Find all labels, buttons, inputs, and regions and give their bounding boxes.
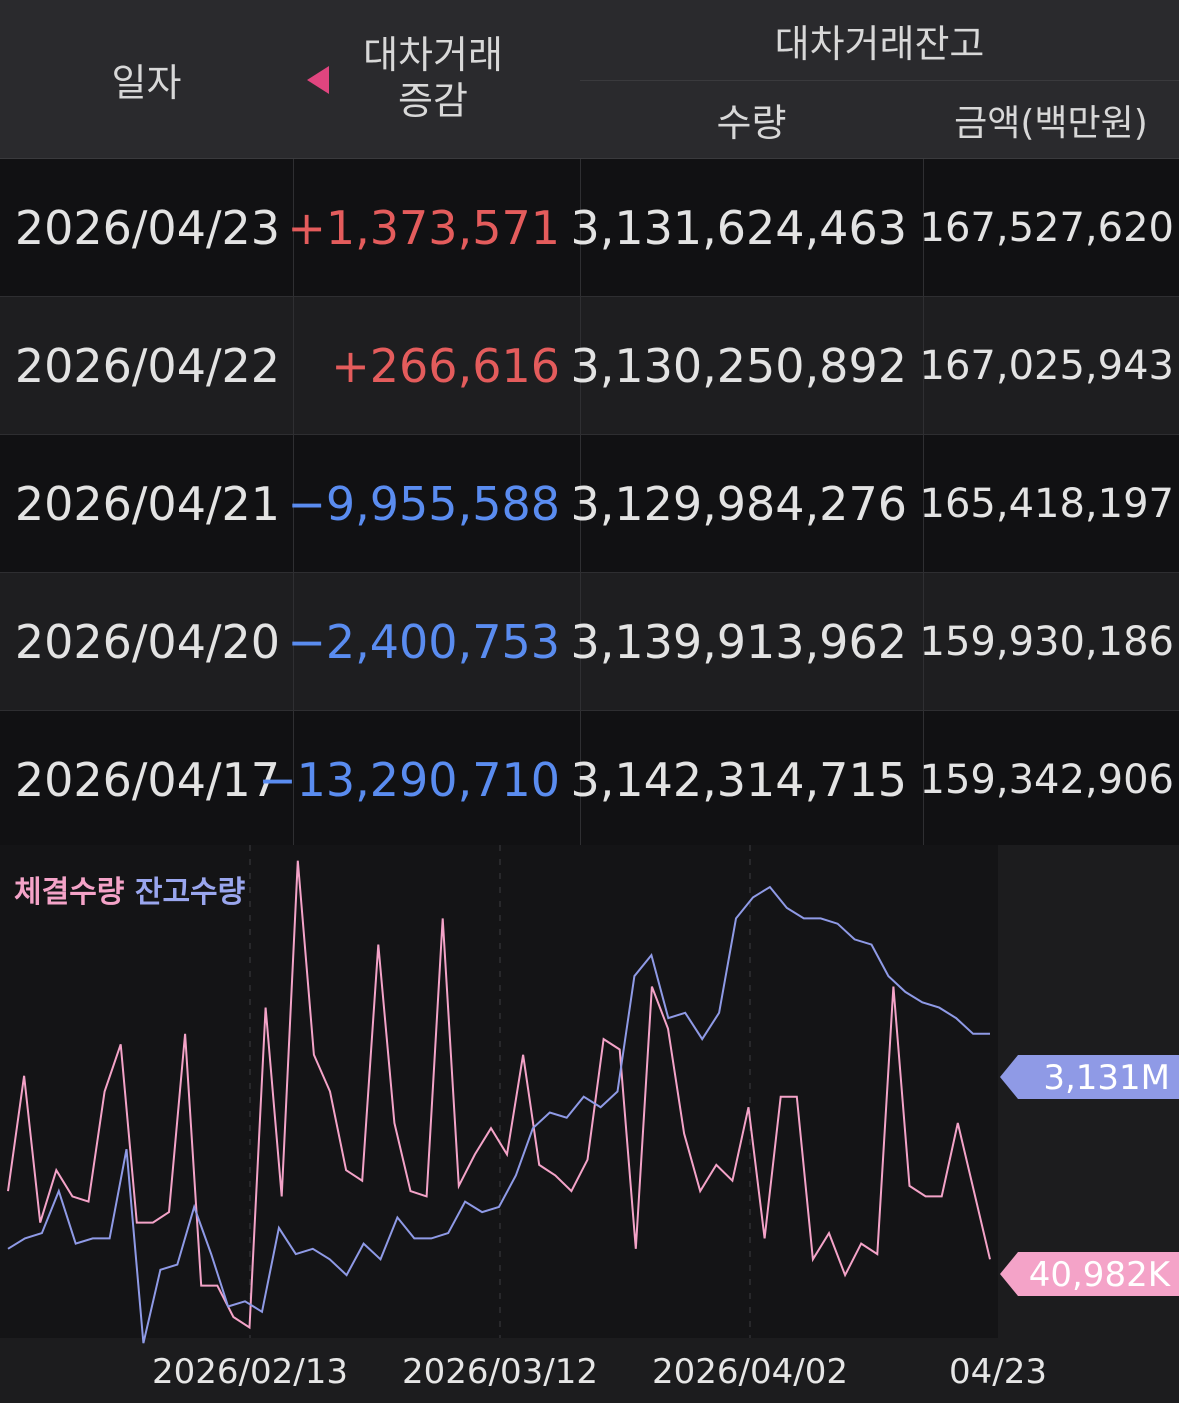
row-amount: 167,025,943 [920,297,1174,434]
row-amount: 159,342,906 [920,711,1174,848]
row-change: +266,616 [293,297,560,434]
table-header: 일자 대차거래 증감 대차거래잔고 수량 금액(백만원) [0,0,1179,159]
x-tick-label: 2026/03/12 [402,1352,598,1392]
balance-current-badge: 3,131M [1000,1055,1179,1099]
row-quantity: 3,130,250,892 [570,297,907,434]
exec-current-badge: 40,982K [1000,1252,1179,1296]
header-change-label: 대차거래 증감 [363,33,503,123]
row-date: 2026/04/17 [14,752,280,807]
row-change: +1,373,571 [287,159,560,296]
chart-legend: 체결수량 잔고수량 [14,867,245,911]
row-quantity: 3,139,913,962 [570,573,907,710]
table-row[interactable]: 2026/04/17 −13,290,710 3,142,314,715 159… [0,711,1179,849]
row-change: −13,290,710 [258,711,560,848]
x-tick-label: 2026/02/13 [152,1352,348,1392]
header-amount[interactable]: 금액(백만원) [954,102,1148,144]
header-quantity[interactable]: 수량 [716,101,787,145]
row-quantity: 3,142,314,715 [570,711,907,848]
lending-chart[interactable]: 117,575K96,279K74,983K53,688K32,392K2026… [0,845,1179,1403]
plot-area [0,845,998,1338]
row-amount: 167,527,620 [920,159,1174,296]
sort-left-icon[interactable] [307,66,329,94]
row-amount: 165,418,197 [920,435,1174,572]
lending-table: 2026/04/23 +1,373,571 3,131,624,463 167,… [0,159,1179,849]
table-row[interactable]: 2026/04/22 +266,616 3,130,250,892 167,02… [0,297,1179,435]
x-tick-label: 2026/04/02 [652,1352,848,1392]
row-change: −9,955,588 [287,435,560,572]
header-balance-group: 대차거래잔고 [580,0,1179,81]
row-date: 2026/04/23 [14,200,280,255]
table-row[interactable]: 2026/04/21 −9,955,588 3,129,984,276 165,… [0,435,1179,573]
row-quantity: 3,129,984,276 [570,435,907,572]
svg-text:40,982K: 40,982K [1029,1255,1172,1295]
row-quantity: 3,131,624,463 [570,159,907,296]
row-amount: 159,930,186 [920,573,1174,710]
row-date: 2026/04/20 [14,614,280,669]
chart-canvas[interactable]: 117,575K96,279K74,983K53,688K32,392K2026… [0,845,1179,1403]
series-balance-line [7,885,990,1344]
header-change[interactable]: 대차거래 증감 [293,0,580,158]
legend-exec-volume: 체결수량 [14,875,125,910]
table-row[interactable]: 2026/04/20 −2,400,753 3,139,913,962 159,… [0,573,1179,711]
series-exec-line [7,860,991,1330]
header-date[interactable]: 일자 [111,60,182,105]
svg-text:3,131M: 3,131M [1043,1058,1170,1098]
legend-balance-volume: 잔고수량 [134,875,246,910]
x-tick-label: 04/23 [949,1352,1047,1392]
row-date: 2026/04/21 [14,476,280,531]
table-row[interactable]: 2026/04/23 +1,373,571 3,131,624,463 167,… [0,159,1179,297]
row-change: −2,400,753 [287,573,560,710]
row-date: 2026/04/22 [14,338,280,393]
